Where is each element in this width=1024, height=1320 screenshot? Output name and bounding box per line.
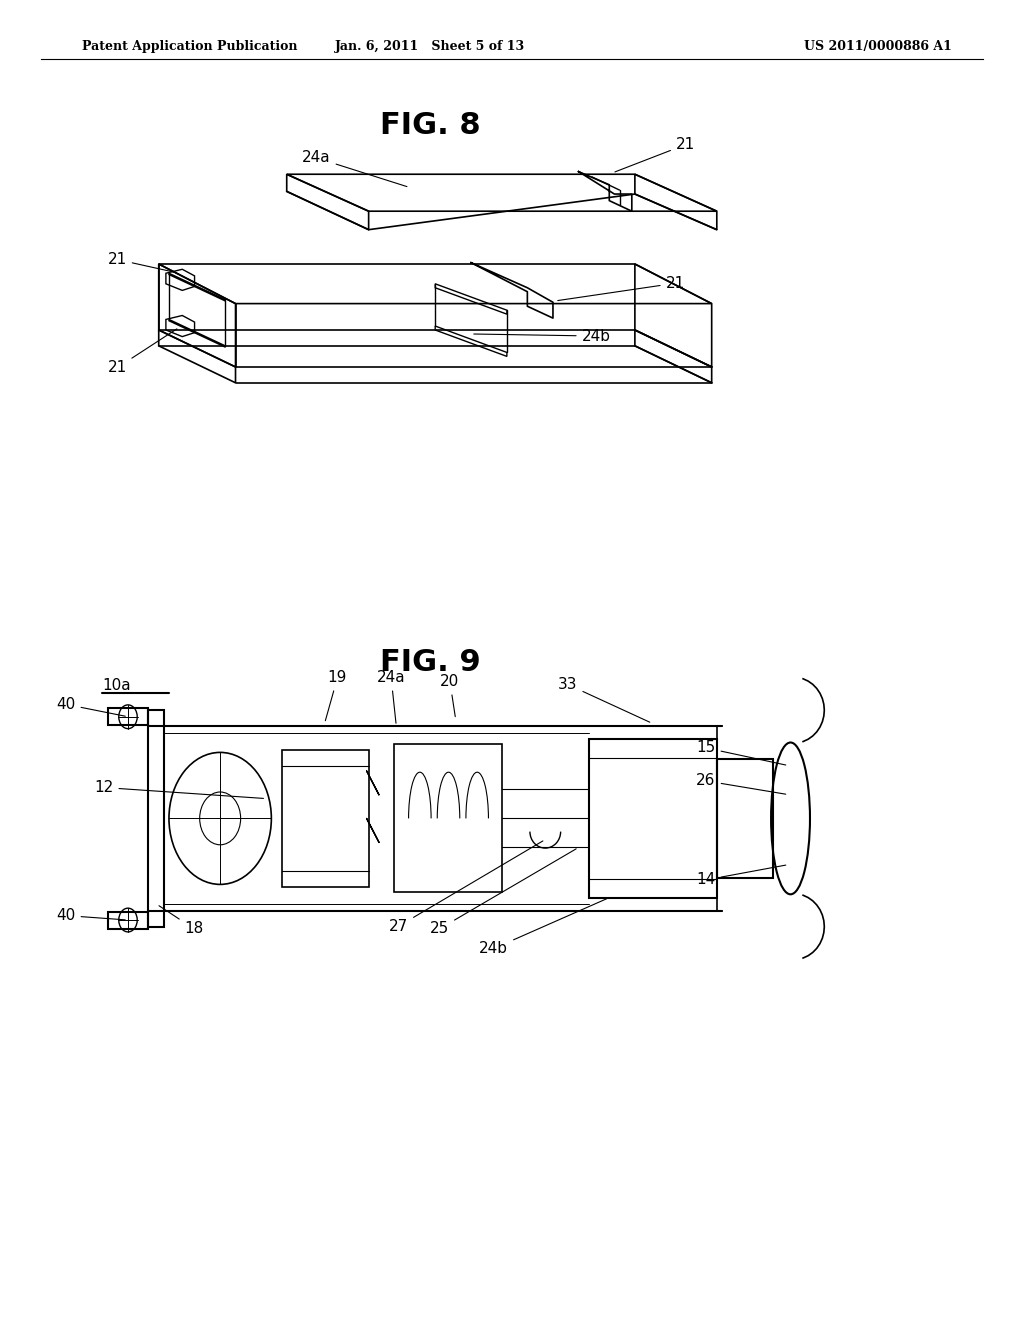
Text: 21: 21 — [558, 276, 685, 301]
Text: 24a: 24a — [302, 150, 407, 186]
Text: 33: 33 — [558, 677, 650, 722]
Text: 27: 27 — [389, 841, 543, 933]
Text: 40: 40 — [56, 908, 125, 923]
Text: 19: 19 — [326, 671, 347, 721]
Text: 25: 25 — [430, 849, 577, 936]
Text: 12: 12 — [94, 780, 263, 799]
Text: 20: 20 — [440, 675, 460, 717]
Text: 15: 15 — [696, 741, 785, 766]
Text: FIG. 8: FIG. 8 — [380, 111, 480, 140]
Text: 10a: 10a — [102, 678, 131, 693]
Text: 24b: 24b — [479, 899, 607, 956]
Text: US 2011/0000886 A1: US 2011/0000886 A1 — [805, 40, 952, 53]
Text: 26: 26 — [696, 774, 785, 795]
Text: 24b: 24b — [474, 329, 610, 343]
Text: 21: 21 — [615, 137, 695, 172]
Text: Patent Application Publication: Patent Application Publication — [82, 40, 297, 53]
Text: 14: 14 — [696, 865, 785, 887]
Text: 40: 40 — [56, 697, 125, 717]
Text: FIG. 9: FIG. 9 — [380, 648, 480, 677]
Text: 21: 21 — [108, 329, 177, 375]
Text: Jan. 6, 2011   Sheet 5 of 13: Jan. 6, 2011 Sheet 5 of 13 — [335, 40, 525, 53]
Text: 21: 21 — [108, 252, 176, 273]
Text: 24a: 24a — [377, 671, 406, 723]
Text: 18: 18 — [159, 906, 204, 936]
